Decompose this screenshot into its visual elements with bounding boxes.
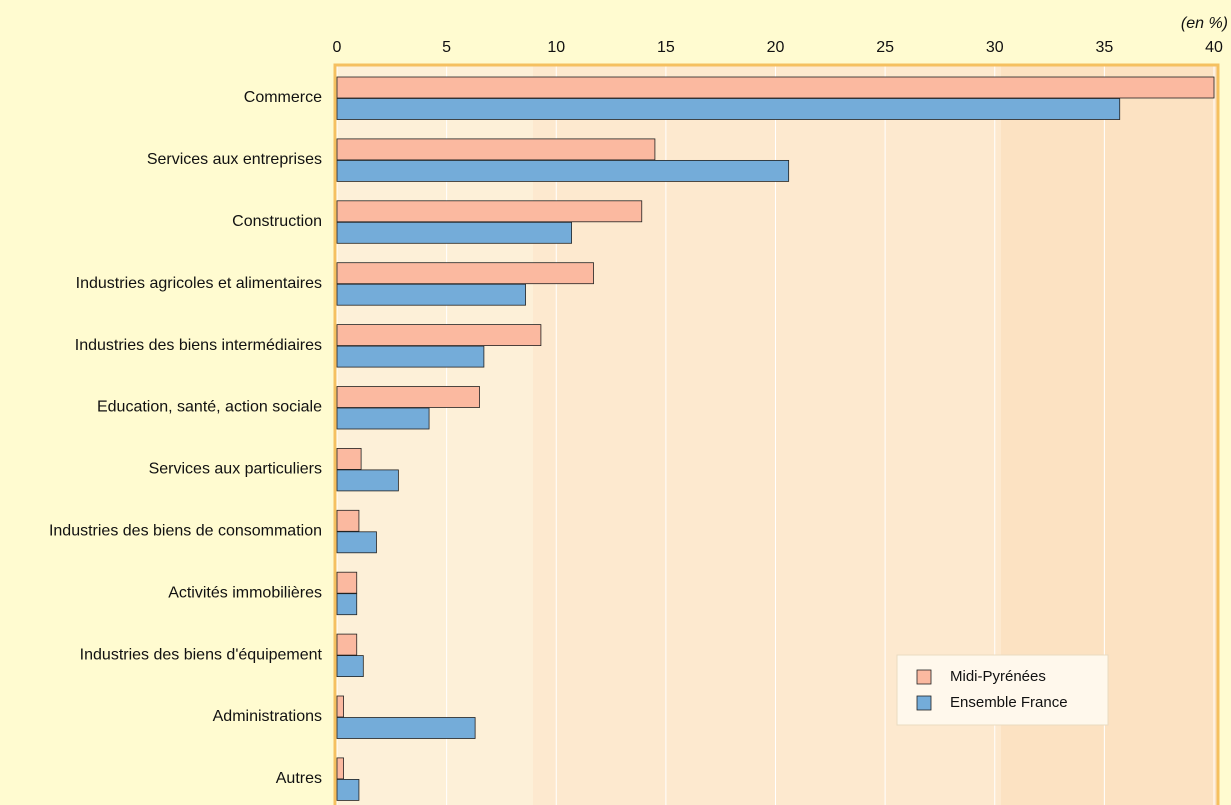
bar (336, 262, 594, 285)
bar (336, 76, 1215, 99)
bar (336, 386, 480, 408)
legend-label: Ensemble France (950, 694, 1068, 711)
bar (336, 345, 485, 368)
bar (336, 593, 358, 616)
bar (336, 98, 1121, 120)
y-tick-label: Industries agricoles et alimentaires (76, 275, 322, 292)
bar (336, 757, 344, 780)
unit-note: (en %) (1181, 15, 1228, 32)
x-tick-label: 10 (547, 39, 565, 56)
y-tick-label: Industries des biens intermédiaires (75, 337, 322, 354)
x-tick-label: 15 (657, 39, 675, 56)
y-tick-label: Services aux particuliers (149, 461, 322, 478)
legend-box (896, 654, 1109, 726)
bar (336, 633, 358, 656)
bar (336, 717, 476, 739)
bar (336, 283, 526, 306)
y-tick-label: Services aux entreprises (147, 151, 322, 168)
bar (336, 469, 399, 492)
bar (336, 779, 360, 801)
bar (336, 571, 358, 594)
x-tick-label: 20 (767, 39, 785, 56)
bar (336, 695, 344, 718)
y-tick-label: Activités immobilières (168, 584, 322, 601)
bar (336, 531, 377, 554)
plot-border (333, 63, 1220, 805)
y-tick-label: Industries des biens d'équipement (80, 646, 323, 663)
y-tick-label: Commerce (244, 89, 322, 106)
bar (336, 159, 790, 182)
y-tick-label: Autres (276, 770, 322, 787)
legend-swatch (916, 695, 932, 711)
x-tick-label: 0 (333, 39, 342, 56)
legend-swatch (916, 669, 932, 685)
x-tick-label: 30 (986, 39, 1004, 56)
bar (336, 407, 430, 430)
bar (336, 447, 362, 470)
y-tick-label: Administrations (213, 708, 322, 725)
x-tick-label: 25 (876, 39, 894, 56)
x-tick-label: 35 (1095, 39, 1113, 56)
bar (336, 138, 656, 161)
legend-label: Midi-Pyrénées (950, 668, 1046, 685)
bar (336, 324, 542, 347)
x-tick-label: 40 (1205, 39, 1223, 56)
bar (336, 221, 572, 244)
bar (336, 655, 364, 677)
band (335, 65, 533, 805)
y-tick-label: Education, santé, action sociale (97, 399, 322, 416)
x-tick-label: 5 (442, 39, 451, 56)
bar (336, 509, 360, 532)
y-tick-label: Construction (232, 213, 322, 230)
bar (336, 200, 643, 223)
y-tick-label: Industries des biens de consommation (49, 523, 322, 540)
